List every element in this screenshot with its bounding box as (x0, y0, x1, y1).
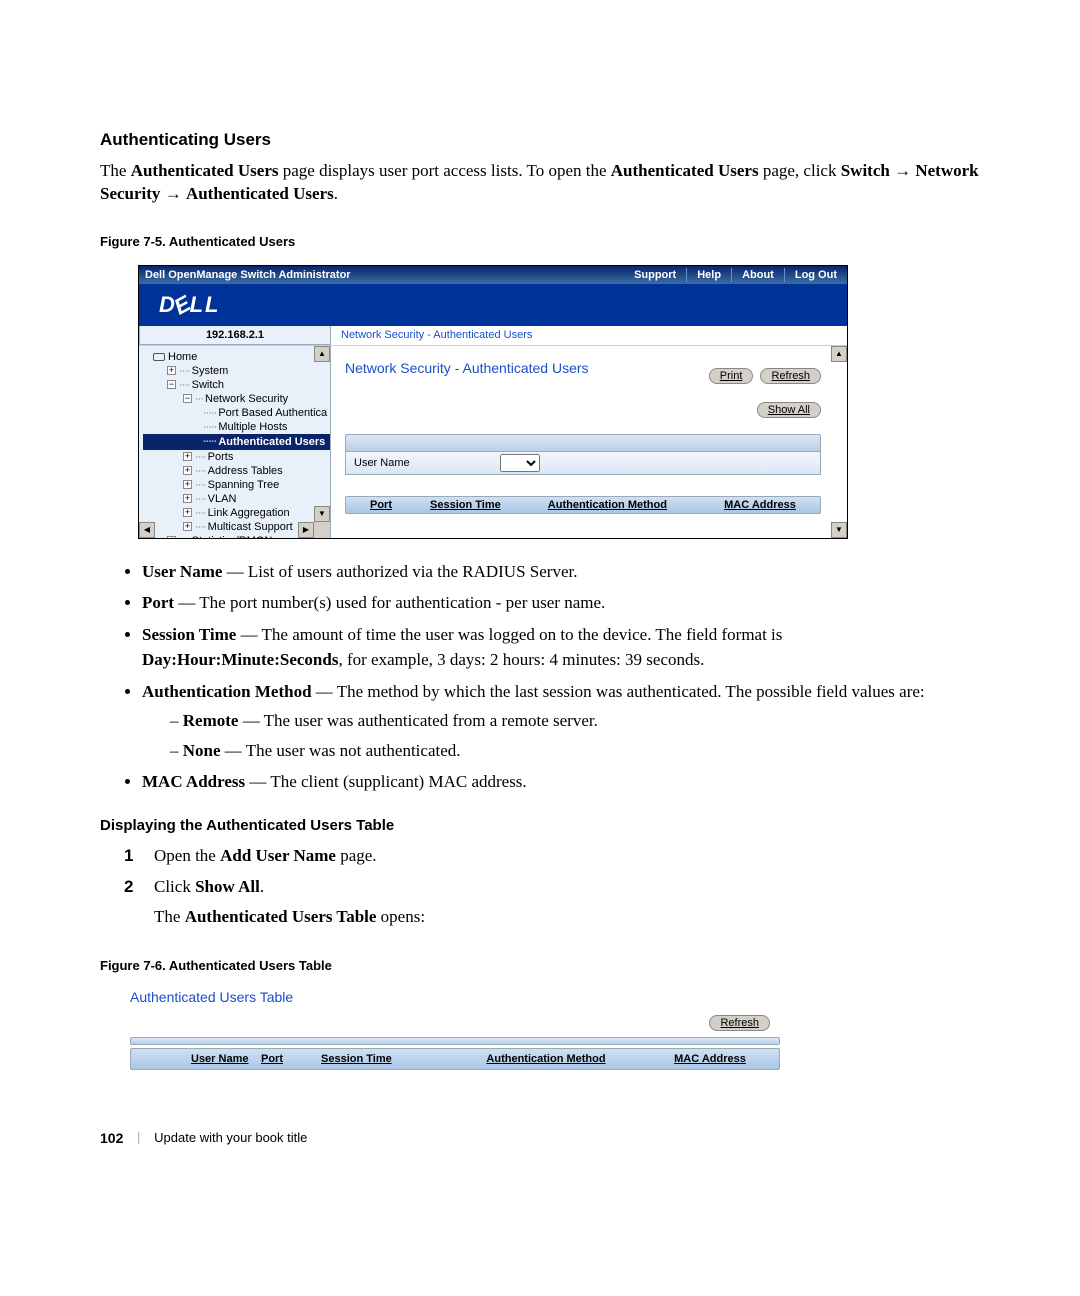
scroll-up-icon[interactable]: ▲ (314, 346, 330, 362)
intro-paragraph: The Authenticated Users page displays us… (100, 160, 980, 206)
tree-item-authenticated-users[interactable]: ·····Authenticated Users (143, 434, 331, 450)
main-content-panel: Network Security - Authenticated Users P… (331, 346, 847, 538)
list-item: MAC Address — The client (supplicant) MA… (142, 769, 980, 795)
text: page, click (759, 161, 841, 180)
screenshot-auth-users-table: Authenticated Users Table Refresh User N… (130, 989, 780, 1070)
list-item: Authentication Method — The method by wh… (142, 679, 980, 764)
scroll-down-icon[interactable]: ▼ (314, 506, 330, 522)
tree-item-spanning-tree[interactable]: +····Spanning Tree (143, 478, 330, 492)
refresh-button[interactable]: Refresh (760, 368, 821, 384)
steps-list: Open the Add User Name page. Click Show … (100, 842, 980, 900)
panel-divider (345, 434, 821, 452)
scroll-corner (314, 522, 330, 538)
tree-item-multiple-hosts[interactable]: ·····Multiple Hosts (143, 420, 330, 434)
scroll-right-icon[interactable]: ▶ (298, 522, 314, 538)
text-bold: Authenticated Users (611, 161, 759, 180)
col-session-time: Session Time (321, 1053, 451, 1065)
page-number: 102 (100, 1130, 123, 1146)
arrow: → (160, 184, 186, 203)
table-header: User Name Port Session Time Authenticati… (130, 1048, 780, 1070)
username-select[interactable] (500, 454, 540, 472)
support-link[interactable]: Support (624, 269, 686, 281)
breadcrumb-row: 192.168.2.1 Network Security - Authentic… (139, 326, 847, 346)
list-item: User Name — List of users authorized via… (142, 559, 980, 585)
subsection-heading: Displaying the Authenticated Users Table (100, 817, 980, 834)
table-title: Authenticated Users Table (130, 989, 780, 1005)
list-item: Port — The port number(s) used for authe… (142, 590, 980, 616)
steps-result-text: The Authenticated Users Table opens: (154, 904, 980, 930)
text: The (100, 161, 131, 180)
figure-caption: Figure 7-5. Authenticated Users (100, 234, 980, 249)
app-title: Dell OpenManage Switch Administrator (145, 269, 351, 281)
show-all-button[interactable]: Show All (757, 402, 821, 418)
section-heading: Authenticating Users (100, 130, 980, 150)
figure-caption: Figure 7-6. Authenticated Users Table (100, 958, 980, 973)
page-footer: 102 | Update with your book title (100, 1130, 980, 1146)
col-mac-address: MAC Address (690, 499, 820, 511)
username-row: User Name (345, 451, 821, 475)
col-port: Port (346, 499, 406, 511)
scroll-down-icon[interactable]: ▼ (831, 522, 847, 538)
username-label: User Name (354, 457, 410, 469)
scroll-up-icon[interactable]: ▲ (831, 346, 847, 362)
print-button[interactable]: Print (709, 368, 754, 384)
app-titlebar: Dell OpenManage Switch Administrator Sup… (139, 266, 847, 284)
tree-item-vlan[interactable]: +····VLAN (143, 492, 330, 506)
dell-banner: DELL (139, 284, 847, 326)
col-session-time: Session Time (406, 499, 515, 511)
field-description-list: User Name — List of users authorized via… (106, 559, 980, 795)
nav-tree-panel: Home +····System −····Switch −···Network… (139, 346, 331, 538)
dell-logo: DELL (159, 292, 220, 318)
text-bold: Switch (841, 161, 890, 180)
tree-item-address-tables[interactable]: +····Address Tables (143, 464, 330, 478)
breadcrumb: Network Security - Authenticated Users (331, 326, 847, 345)
screenshot-authenticated-users: Dell OpenManage Switch Administrator Sup… (138, 265, 848, 539)
tree-item-link-aggregation[interactable]: +····Link Aggregation (143, 506, 330, 520)
col-port: Port (261, 1053, 321, 1065)
text: page displays user port access lists. To… (278, 161, 610, 180)
table-header: Port Session Time Authentication Method … (345, 496, 821, 514)
col-auth-method: Authentication Method (515, 499, 690, 511)
tree-item-port-based-auth[interactable]: ·····Port Based Authentica (143, 406, 330, 420)
tree-item-home[interactable]: Home (143, 350, 330, 364)
tree-item-switch[interactable]: −····Switch (143, 378, 330, 392)
col-auth-method: Authentication Method (451, 1053, 641, 1065)
book-title: Update with your book title (154, 1130, 307, 1145)
text-bold: Authenticated Users (131, 161, 279, 180)
list-item: None — The user was not authenticated. (170, 738, 980, 764)
list-item: Click Show All. (154, 873, 980, 900)
help-link[interactable]: Help (687, 269, 731, 281)
tree-item-system[interactable]: +····System (143, 364, 330, 378)
text: . (334, 184, 338, 203)
list-item: Open the Add User Name page. (154, 842, 980, 869)
about-link[interactable]: About (732, 269, 784, 281)
list-item: Session Time — The amount of time the us… (142, 622, 980, 673)
tree-item-ports[interactable]: +····Ports (143, 450, 330, 464)
refresh-button[interactable]: Refresh (709, 1015, 770, 1031)
col-user-name: User Name (131, 1053, 261, 1065)
device-ip: 192.168.2.1 (139, 326, 331, 345)
panel-divider (130, 1037, 780, 1045)
col-mac-address: MAC Address (641, 1053, 779, 1065)
divider: | (137, 1130, 140, 1146)
list-item: Remote — The user was authenticated from… (170, 708, 980, 734)
logout-link[interactable]: Log Out (785, 269, 847, 281)
text-bold: Authenticated Users (186, 184, 334, 203)
tree-item-network-security[interactable]: −···Network Security (143, 392, 330, 406)
scroll-left-icon[interactable]: ◀ (139, 522, 155, 538)
arrow: → (890, 161, 916, 180)
